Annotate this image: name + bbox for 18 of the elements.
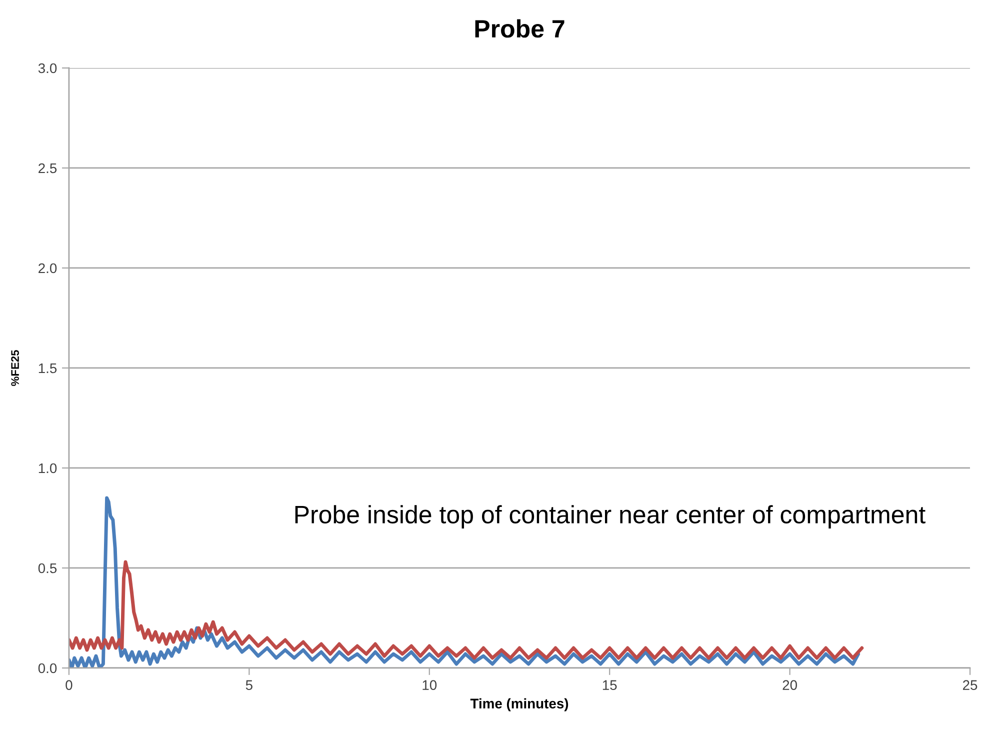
y-tick-label: 1.0 xyxy=(38,463,57,474)
y-tick-label: 2.0 xyxy=(38,263,57,274)
y-axis-title: %FE25 xyxy=(11,350,19,386)
x-tick-label: 25 xyxy=(962,680,978,690)
x-tick-label: 10 xyxy=(422,680,437,690)
x-tick-label: 5 xyxy=(246,680,252,690)
y-tick-label: 2.5 xyxy=(38,163,57,174)
y-tick-label: 0.5 xyxy=(38,563,57,574)
x-axis-title: Time (minutes) xyxy=(470,698,568,712)
y-tick-label: 3.0 xyxy=(38,63,57,74)
annotation: Probe inside top of container near center of compartment xyxy=(295,505,926,528)
line-series xyxy=(68,560,864,660)
x-tick-label: 0 xyxy=(66,680,72,690)
chart-title: Probe 7 xyxy=(475,19,564,38)
x-tick-label: 20 xyxy=(782,680,797,690)
x-tick-label: 15 xyxy=(602,680,617,690)
y-tick-label: 1.5 xyxy=(38,363,57,374)
y-tick-label: 0.0 xyxy=(38,663,57,674)
